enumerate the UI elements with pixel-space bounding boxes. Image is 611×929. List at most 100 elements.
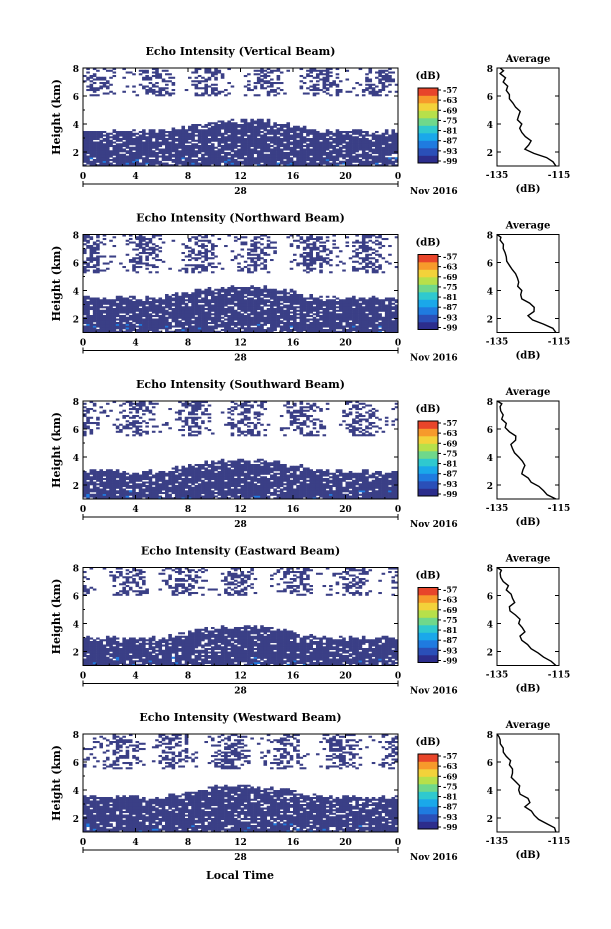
- colorbar-segment: [418, 769, 438, 777]
- colorbar-segment: [418, 95, 438, 104]
- panel-3: Echo Intensity (Eastward Beam) Height (km…: [50, 545, 570, 697]
- colorbar-segment: [418, 761, 438, 770]
- y-tick-label: 4: [73, 621, 79, 631]
- date-suffix-label: Nov 2016: [410, 187, 458, 197]
- x-tick-label: 4: [132, 505, 138, 515]
- y-tick-label: 8: [73, 232, 79, 242]
- y-tick-label: 6: [73, 93, 79, 103]
- x-ticks: 0 4 8 12 16 20 0: [80, 401, 401, 515]
- x-tick-label: 16: [287, 672, 300, 682]
- colorbar-segment: [418, 814, 438, 822]
- y-ticks: 2 4 6 8: [73, 731, 398, 833]
- x-tick-label: 0: [80, 838, 86, 848]
- x-tick-label: 8: [185, 505, 191, 515]
- colorbar-tick-label: -81: [443, 625, 457, 635]
- colorbar-tick-label: -99: [443, 656, 458, 666]
- colorbar-tick-label: -57: [443, 751, 457, 761]
- heatmap-cells: [83, 401, 399, 500]
- colorbar-segment: [418, 269, 438, 278]
- x-tick-label: 16: [287, 339, 300, 349]
- colorbar-frame: [417, 587, 439, 663]
- date-day-label: 28: [234, 520, 247, 530]
- colorbar-segment: [418, 299, 438, 308]
- panel-title: Echo Intensity (Vertical Beam): [145, 45, 335, 58]
- y-tick-label: 6: [73, 593, 79, 603]
- y-tick-label: 6: [73, 426, 79, 436]
- x-tick-label: 12: [234, 838, 247, 848]
- date-suffix-label: Nov 2016: [410, 354, 458, 364]
- average-xlabel: (dB): [516, 850, 541, 861]
- colorbar-segment: [418, 610, 438, 618]
- colorbar-tick-label: -57: [443, 85, 457, 95]
- colorbar-tick-label: -87: [443, 802, 457, 812]
- x-tick-label: 12: [234, 505, 247, 515]
- y-tick-label: 2: [73, 482, 79, 492]
- colorbar-tick-label: -63: [443, 428, 458, 438]
- y-tick-label: 2: [73, 815, 79, 825]
- average-title: Average: [505, 221, 551, 232]
- colorbar-tick-label: -69: [443, 438, 458, 448]
- panel-title: Echo Intensity (Eastward Beam): [141, 545, 340, 558]
- average-frame: [496, 234, 560, 333]
- panel-2: Echo Intensity (Southward Beam) Height (k…: [50, 378, 570, 530]
- colorbar-tick-label: -63: [443, 595, 458, 605]
- avg-y-tick-label: 8: [487, 65, 493, 75]
- colorbar-tick-label: -75: [443, 615, 457, 625]
- avg-y-tick-label: 2: [487, 316, 493, 326]
- colorbar-unit: (dB): [416, 571, 441, 582]
- x-ticks: 0 4 8 12 16 20 0: [80, 234, 401, 349]
- avg-x-tick-label: -135: [486, 171, 509, 181]
- y-ticks: 2 4 6 8: [73, 65, 398, 167]
- date-day-label: 28: [234, 853, 247, 863]
- colorbar-segment: [418, 776, 438, 785]
- y-ticks: 2 4 6 8: [73, 398, 398, 500]
- colorbar-tick-label: -57: [443, 585, 457, 595]
- average-frame: [496, 400, 560, 500]
- colorbar-segment: [418, 118, 438, 126]
- x-tick-label: 4: [132, 339, 138, 349]
- colorbar-tick-label: -63: [443, 95, 458, 105]
- colorbar-segment: [418, 481, 438, 489]
- date-suffix-label: Nov 2016: [410, 687, 458, 697]
- colorbar-segment: [418, 821, 438, 830]
- colorbar-segment: [418, 133, 438, 141]
- average-xlabel: (dB): [516, 684, 541, 695]
- avg-x-tick-label: -115: [548, 671, 571, 681]
- x-tick-label: 0: [395, 339, 401, 349]
- avg-y-tick-label: 2: [487, 149, 493, 159]
- y-tick-label: 8: [73, 731, 79, 741]
- colorbar-tick-label: -87: [443, 469, 457, 479]
- colorbar-segment: [418, 262, 438, 270]
- colorbar-segment: [418, 140, 438, 149]
- average-profile: Average 2 4 6 8 -135 -115 (dB): [486, 387, 571, 528]
- y-tick-label: 6: [73, 759, 79, 769]
- x-tick-label: 16: [287, 838, 300, 848]
- y-axis-label: Height (km): [50, 412, 63, 488]
- heatmap-cells: [83, 234, 399, 333]
- avg-y-tick-label: 2: [487, 482, 493, 492]
- colorbar: (dB)-57-63-69-75-81-87-93-99: [416, 571, 458, 666]
- avg-y-tick-label: 8: [487, 731, 493, 741]
- colorbar-segment: [418, 806, 438, 815]
- colorbar-tick-label: -93: [443, 312, 458, 322]
- avg-y-tick-label: 8: [487, 565, 493, 575]
- colorbar-segment: [418, 428, 438, 437]
- colorbar-tick-label: -87: [443, 635, 457, 645]
- panel-4: Echo Intensity (Westward Beam) Height (km…: [50, 711, 570, 863]
- colorbar-frame: [417, 87, 439, 164]
- x-tick-label: 0: [395, 672, 401, 682]
- colorbar-segment: [418, 791, 438, 800]
- avg-y-tick-label: 8: [487, 232, 493, 242]
- colorbar-tick-label: -69: [443, 105, 458, 115]
- average-profile: Average 2 4 6 8 -135 -115 (dB): [486, 221, 571, 362]
- avg-y-tick-label: 6: [487, 759, 493, 769]
- average-profile-line: [498, 67, 557, 167]
- avg-x-tick-label: -115: [548, 837, 571, 847]
- colorbar-frame: [417, 254, 439, 330]
- panel-0: Echo Intensity (Vertical Beam) Height (km…: [50, 45, 570, 197]
- x-tick-label: 8: [185, 838, 191, 848]
- panel-title: Echo Intensity (Southward Beam): [136, 378, 345, 391]
- colorbar-tick-label: -57: [443, 252, 457, 262]
- panel-title: Echo Intensity (Westward Beam): [139, 711, 341, 724]
- colorbar-tick-label: -93: [443, 812, 458, 822]
